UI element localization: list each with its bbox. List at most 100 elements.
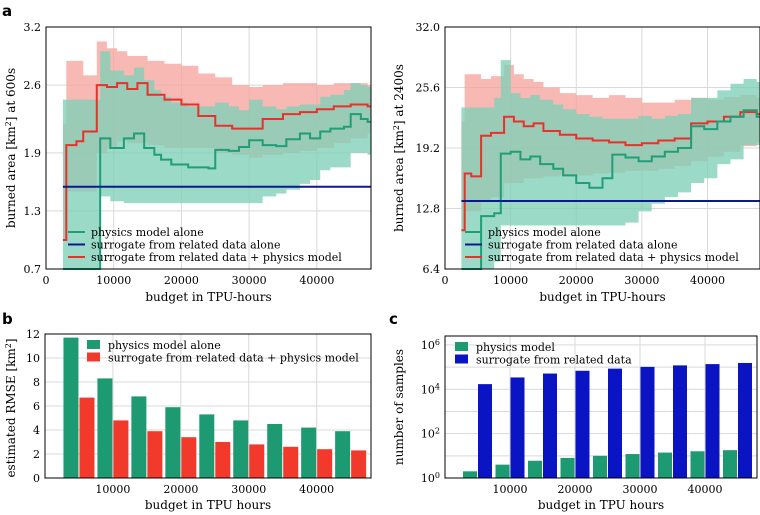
bar-physics-model — [463, 471, 477, 478]
combined-line — [461, 111, 760, 232]
y-tick-label: 102 — [421, 426, 440, 441]
x-tick-label: 30000 — [623, 483, 658, 496]
panel-label-c: c — [389, 310, 398, 328]
y-tick-label: 0 — [33, 472, 40, 485]
legend-swatch — [87, 352, 100, 362]
bar-combined — [113, 420, 129, 478]
x-axis-label: budget in TPU-hours — [145, 290, 271, 304]
bar-physics — [131, 396, 147, 478]
x-tick-label: 30000 — [232, 274, 267, 287]
panel-label-b: b — [2, 310, 13, 328]
y-axis-label: burned area [km2] at 2400s — [392, 64, 407, 232]
legend-label: physics model alone — [108, 339, 221, 352]
bar-physics-model — [625, 454, 640, 478]
y-tick-label: 2.6 — [24, 79, 42, 92]
panel-b-rmse: 0 2 4 6 8 10 12 10000 20000 30000 40000 estimated R… — [2, 310, 372, 512]
physics-line — [62, 113, 371, 270]
x-tick-label: 10000 — [96, 274, 131, 287]
plot-frame — [45, 26, 372, 270]
panel-c-samples: 100 102 104 106 10000 20000 30000 40000 number o… — [389, 310, 758, 512]
bar-surrogate — [608, 368, 622, 478]
y-axis-label: burned area [km2] at 600s — [4, 68, 19, 228]
x-tick-label: 10000 — [95, 483, 130, 496]
y-tick-label: 19.2 — [416, 142, 441, 155]
legend-label: physics model — [476, 341, 555, 354]
y-tick-label: 12.8 — [416, 203, 441, 216]
x-tick-label: 30000 — [231, 483, 266, 496]
bar-combined — [249, 444, 265, 478]
bar-physics-model — [495, 464, 510, 478]
bar-combined — [79, 397, 95, 478]
bar-surrogate — [705, 364, 720, 478]
x-tick-label: 40000 — [299, 274, 334, 287]
bar-combined — [181, 437, 197, 478]
y-tick-label: 6 — [33, 400, 40, 413]
legend-swatch — [455, 354, 468, 364]
bar-surrogate — [640, 366, 655, 478]
bar-physics — [267, 424, 283, 478]
bar-physics-model — [528, 460, 542, 478]
x-tick-label: 20000 — [163, 483, 198, 496]
bar-combined — [317, 449, 333, 478]
bar-surrogate — [510, 377, 525, 478]
y-tick-label: 8 — [33, 376, 40, 389]
x-tick-label: 40000 — [299, 483, 334, 496]
bar-physics — [335, 431, 351, 478]
y-axis-label: estimated RMSE [km2] — [4, 338, 19, 477]
plot-frame — [444, 26, 760, 270]
bar-physics-model — [560, 457, 575, 478]
x-tick-label: 0 — [43, 274, 50, 287]
y-tick-label: 3.2 — [24, 21, 42, 34]
legend-label: physics model alone — [91, 226, 204, 239]
bar-physics-model — [593, 455, 607, 478]
x-tick-label: 40000 — [688, 483, 723, 496]
panel-a-left: 0 10000 20000 30000 40000 0.7 1.3 1.9 2.6 3.2 burn… — [2, 2, 372, 304]
legend-label: physics model alone — [488, 226, 601, 239]
x-tick-label: 10000 — [493, 483, 528, 496]
plot-frame — [44, 333, 372, 479]
physics-uncertainty-band — [461, 60, 760, 269]
y-tick-label: 0.7 — [24, 263, 42, 276]
x-tick-label: 10000 — [493, 274, 528, 287]
plot-frame — [444, 335, 758, 479]
legend-label: surrogate from related data + physics mo… — [488, 251, 739, 264]
y-tick-label: 25.6 — [416, 82, 441, 95]
x-tick-label: 0 — [442, 274, 449, 287]
y-axis-label: number of samples — [392, 349, 406, 465]
bar-physics-model — [690, 451, 705, 478]
bar-physics — [97, 378, 113, 478]
bar-combined — [283, 446, 299, 478]
y-tick-label: 32.0 — [416, 21, 441, 34]
y-tick-label: 2 — [33, 448, 40, 461]
y-tick-label: 1.9 — [24, 147, 42, 160]
bar-physics-model — [658, 452, 672, 478]
panel-label-a: a — [2, 2, 12, 20]
bar-combined — [215, 442, 231, 478]
x-axis-label: budget in TPU-hours — [539, 290, 665, 304]
legend-label: surrogate from related data + physics mo… — [91, 251, 342, 264]
legend-label: surrogate from related data alone — [488, 239, 677, 252]
legend-swatch — [87, 340, 100, 349]
bar-surrogate — [738, 362, 752, 478]
legend-label: surrogate from related data alone — [91, 239, 280, 252]
combined-line — [62, 82, 371, 241]
y-tick-label: 1.3 — [24, 205, 42, 218]
y-tick-label: 106 — [421, 337, 440, 352]
x-tick-label: 30000 — [624, 274, 659, 287]
bar-physics — [165, 407, 181, 478]
bar-physics — [301, 427, 317, 478]
x-axis-label: budget in TPU hours — [538, 498, 664, 512]
y-tick-label: 100 — [421, 471, 440, 486]
x-tick-label: 20000 — [558, 483, 593, 496]
bar-physics-model — [723, 450, 737, 478]
physics-line — [461, 109, 760, 270]
legend-label: surrogate from related data — [476, 354, 632, 367]
physics-uncertainty-band — [62, 51, 371, 270]
bar-combined — [147, 431, 163, 478]
panel-a-right: 0 10000 20000 30000 40000 6.4 12.8 19.2 25.6 32.0… — [392, 21, 760, 304]
legend-swatch — [455, 342, 468, 351]
y-tick-label: 4 — [33, 424, 40, 437]
bar-surrogate — [543, 373, 557, 478]
x-tick-label: 40000 — [690, 274, 725, 287]
y-tick-label: 104 — [421, 382, 440, 397]
